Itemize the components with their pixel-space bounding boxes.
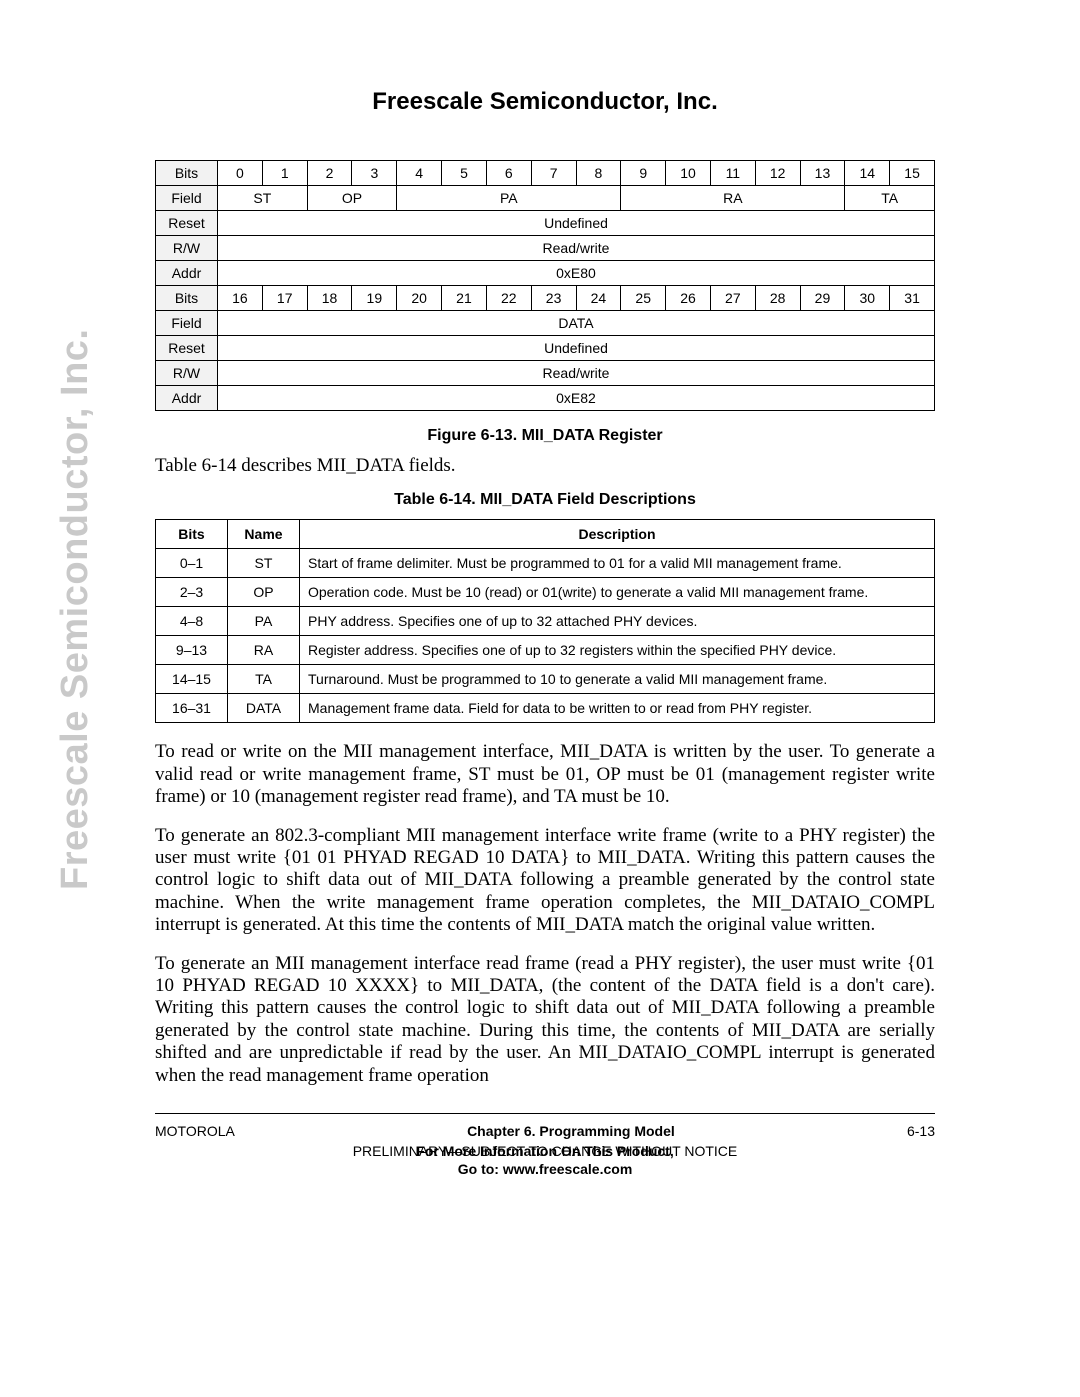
reg-bit: 22 xyxy=(486,286,531,311)
reg-bit: 27 xyxy=(710,286,755,311)
reg-bit: 14 xyxy=(845,161,890,186)
body-paragraph: To generate an 802.3-compliant MII manag… xyxy=(155,825,935,937)
footer-page-number: 6-13 xyxy=(907,1122,935,1142)
reg-bit: 0 xyxy=(218,161,263,186)
reg-bit: 8 xyxy=(576,161,621,186)
desc-header: Description xyxy=(300,520,935,549)
reg-addr: 0xE80 xyxy=(218,261,935,286)
reg-addr: 0xE82 xyxy=(218,386,935,411)
reg-bit: 16 xyxy=(218,286,263,311)
cell-name: ST xyxy=(228,549,300,578)
body-paragraph: To read or write on the MII management i… xyxy=(155,741,935,808)
reg-bit: 1 xyxy=(262,161,307,186)
cell-bits: 0–1 xyxy=(156,549,228,578)
table-row: 9–13RARegister address. Specifies one of… xyxy=(156,636,935,665)
reg-label-bits: Bits xyxy=(156,286,218,311)
register-bit-table: Bits0123456789101112131415FieldSTOPPARAT… xyxy=(155,160,935,411)
cell-desc: PHY address. Specifies one of up to 32 a… xyxy=(300,607,935,636)
footer-url: Go to: www.freescale.com xyxy=(155,1160,935,1180)
reg-bit: 29 xyxy=(800,286,845,311)
reg-bit: 6 xyxy=(486,161,531,186)
reg-bit: 2 xyxy=(307,161,352,186)
cell-name: OP xyxy=(228,578,300,607)
reg-bit: 31 xyxy=(890,286,935,311)
reg-bit: 20 xyxy=(397,286,442,311)
reg-bit: 28 xyxy=(755,286,800,311)
reg-bit: 24 xyxy=(576,286,621,311)
table-caption: Table 6-14. MII_DATA Field Descriptions xyxy=(155,491,935,509)
footer-left: MOTOROLA xyxy=(155,1122,235,1142)
reg-label-addr: Addr xyxy=(156,261,218,286)
reg-bit: 17 xyxy=(262,286,307,311)
cell-bits: 4–8 xyxy=(156,607,228,636)
cell-name: PA xyxy=(228,607,300,636)
reg-label-rw: R/W xyxy=(156,361,218,386)
reg-bit: 18 xyxy=(307,286,352,311)
cell-desc: Start of frame delimiter. Must be progra… xyxy=(300,549,935,578)
cell-desc: Register address. Specifies one of up to… xyxy=(300,636,935,665)
reg-field: RA xyxy=(621,186,845,211)
company-heading: Freescale Semiconductor, Inc. xyxy=(155,88,935,116)
reg-rw: Read/write xyxy=(218,361,935,386)
reg-reset: Undefined xyxy=(218,211,935,236)
cell-name: DATA xyxy=(228,694,300,723)
footer-moreinfo: For More Information On This Product, xyxy=(155,1142,935,1162)
cell-desc: Operation code. Must be 10 (read) or 01(… xyxy=(300,578,935,607)
reg-field: ST xyxy=(218,186,308,211)
field-description-table: BitsNameDescription 0–1STStart of frame … xyxy=(155,519,935,723)
cell-bits: 14–15 xyxy=(156,665,228,694)
footer-chapter: Chapter 6. Programming Model xyxy=(467,1122,675,1142)
cell-desc: Management frame data. Field for data to… xyxy=(300,694,935,723)
reg-label-bits: Bits xyxy=(156,161,218,186)
cell-desc: Turnaround. Must be programmed to 10 to … xyxy=(300,665,935,694)
reg-label-reset: Reset xyxy=(156,336,218,361)
reg-label-rw: R/W xyxy=(156,236,218,261)
page-content: Freescale Semiconductor, Inc. Bits012345… xyxy=(155,88,935,1179)
reg-bit: 10 xyxy=(666,161,711,186)
reg-rw: Read/write xyxy=(218,236,935,261)
reg-bit: 9 xyxy=(621,161,666,186)
table-row: 2–3OPOperation code. Must be 10 (read) o… xyxy=(156,578,935,607)
reg-bit: 7 xyxy=(531,161,576,186)
reg-bit: 5 xyxy=(442,161,487,186)
reg-label-addr: Addr xyxy=(156,386,218,411)
desc-header: Name xyxy=(228,520,300,549)
desc-header: Bits xyxy=(156,520,228,549)
cell-name: RA xyxy=(228,636,300,665)
reg-bit: 4 xyxy=(397,161,442,186)
reg-bit: 26 xyxy=(666,286,711,311)
reg-field: TA xyxy=(845,186,935,211)
cell-bits: 9–13 xyxy=(156,636,228,665)
reg-bit: 3 xyxy=(352,161,397,186)
reg-bit: 23 xyxy=(531,286,576,311)
table-row: 0–1STStart of frame delimiter. Must be p… xyxy=(156,549,935,578)
cell-name: TA xyxy=(228,665,300,694)
reg-label-field: Field xyxy=(156,311,218,336)
cell-bits: 16–31 xyxy=(156,694,228,723)
reg-bit: 21 xyxy=(442,286,487,311)
footer-rule xyxy=(155,1113,935,1114)
reg-field: OP xyxy=(307,186,397,211)
figure-caption: Figure 6-13. MII_DATA Register xyxy=(155,427,935,445)
table-row: 4–8PAPHY address. Specifies one of up to… xyxy=(156,607,935,636)
body-paragraph: To generate an MII management interface … xyxy=(155,953,935,1087)
reg-bit: 30 xyxy=(845,286,890,311)
reg-field: PA xyxy=(397,186,621,211)
table-row: 16–31DATAManagement frame data. Field fo… xyxy=(156,694,935,723)
cell-bits: 2–3 xyxy=(156,578,228,607)
reg-bit: 11 xyxy=(710,161,755,186)
reg-label-reset: Reset xyxy=(156,211,218,236)
reg-bit: 25 xyxy=(621,286,666,311)
intro-line: Table 6-14 describes MII_DATA fields. xyxy=(155,455,935,477)
reg-bit: 19 xyxy=(352,286,397,311)
reg-bit: 13 xyxy=(800,161,845,186)
reg-label-field: Field xyxy=(156,186,218,211)
page-footer: MOTOROLA Chapter 6. Programming Model 6-… xyxy=(155,1122,935,1179)
watermark-sidebar: Freescale Semiconductor, Inc. xyxy=(54,329,97,891)
reg-bit: 12 xyxy=(755,161,800,186)
table-row: 14–15TATurnaround. Must be programmed to… xyxy=(156,665,935,694)
reg-bit: 15 xyxy=(890,161,935,186)
reg-field: DATA xyxy=(218,311,935,336)
reg-reset: Undefined xyxy=(218,336,935,361)
